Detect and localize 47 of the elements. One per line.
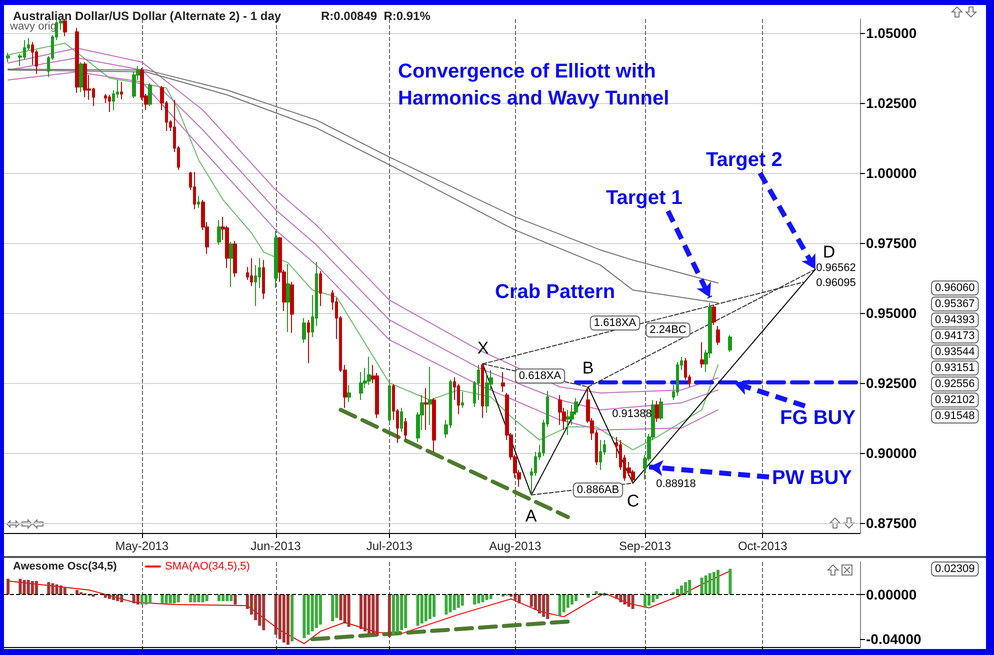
y-tick-label: 1.02500 xyxy=(866,94,917,111)
annotation: Target 1 xyxy=(606,187,682,209)
annotation: D xyxy=(822,242,836,262)
text: 0.92102 xyxy=(935,394,975,406)
annotation: 0.618XA xyxy=(518,370,562,382)
y-tick-label: 0.87500 xyxy=(866,514,917,531)
text: 0.93151 xyxy=(935,362,975,374)
annotation: Convergence of Elliott with Harmonics and Wavy Tunnel xyxy=(398,60,670,110)
annotation: 1.618XA xyxy=(594,317,637,329)
text: 0.96060 xyxy=(935,282,975,294)
x-tick-label: Oct-2013 xyxy=(738,539,788,553)
text: 0.02309 xyxy=(935,563,975,575)
y-tick-label: 0.97500 xyxy=(866,234,917,251)
chart-title: Awesome Osc(34,5) xyxy=(13,560,118,572)
legend-label: SMA(AO(34,5),5) xyxy=(165,560,250,572)
chart-subtitle: R:0.00849 R:0.91% xyxy=(321,9,431,23)
chart-title: Australian Dollar/US Dollar (Alternate 2) - 1 day xyxy=(13,9,282,23)
text: 0.91548 xyxy=(935,410,975,422)
text: 0.94173 xyxy=(935,330,975,342)
text: 0.93544 xyxy=(935,346,975,358)
x-tick-label: May-2013 xyxy=(115,539,169,553)
annotation: Crab Pattern xyxy=(495,281,616,303)
x-tick-label: Sep-2013 xyxy=(618,539,672,553)
x-tick-label: Jul-2013 xyxy=(366,539,413,553)
annotation: A xyxy=(525,506,538,526)
y-tick-label: 1.05000 xyxy=(866,25,917,41)
y-tick-label: 0.95000 xyxy=(866,304,917,321)
annotation: 0.96095 xyxy=(816,277,856,289)
annotation: PW BUY xyxy=(772,467,853,489)
annotation: 2.24BC xyxy=(650,324,686,336)
text: 0.94393 xyxy=(935,314,975,326)
text: 0.92556 xyxy=(935,378,975,390)
y-tick-label: 1.00000 xyxy=(866,164,917,181)
y-tick-label: 0.00000 xyxy=(866,586,917,602)
annotation: B xyxy=(582,358,594,378)
x-tick-label: Aug-2013 xyxy=(489,539,542,553)
y-tick-label: 0.90000 xyxy=(866,444,917,461)
annotation: Target 2 xyxy=(706,149,782,171)
annotation: C xyxy=(626,492,640,510)
annotation: 0.886AB xyxy=(576,484,620,496)
y-tick-label: -0.04000 xyxy=(866,631,922,648)
y-tick-label: 0.92500 xyxy=(866,374,917,391)
x-tick-label: Jun-2013 xyxy=(250,539,302,553)
annotation: FG BUY xyxy=(780,407,856,429)
text: 0.95367 xyxy=(935,298,975,310)
annotation: 0.88918 xyxy=(656,478,696,490)
annotation: 0.96562 xyxy=(816,262,856,274)
